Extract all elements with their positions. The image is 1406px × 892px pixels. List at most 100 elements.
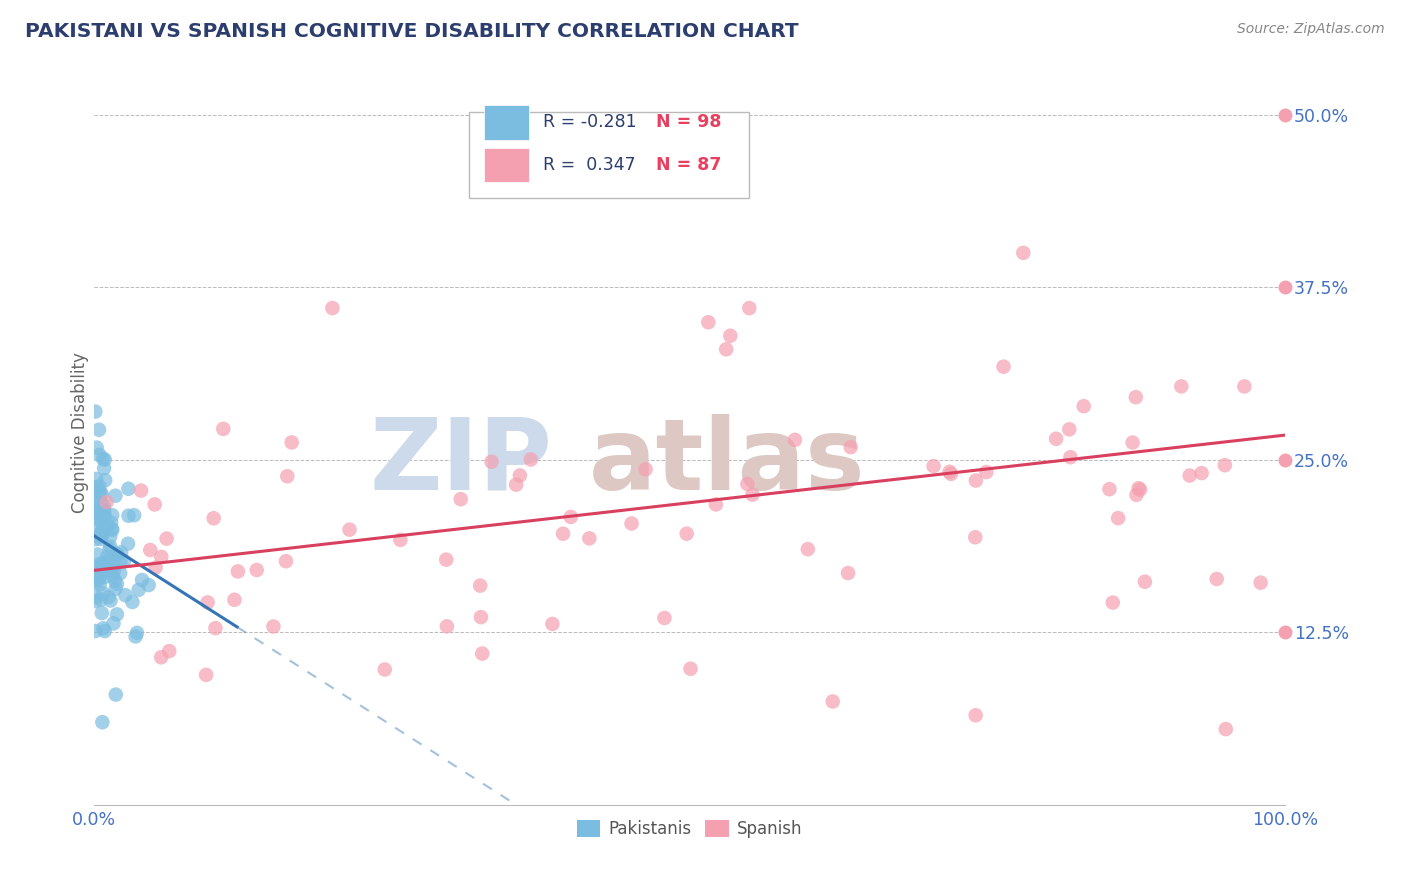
Point — [121, 595, 143, 609]
Point — [117, 482, 139, 496]
Point — [89, 485, 111, 500]
Point — [821, 694, 844, 708]
Point — [675, 526, 697, 541]
Point — [84, 472, 107, 486]
Point — [89, 577, 111, 591]
Point — [105, 577, 128, 591]
Point — [129, 483, 152, 498]
Point — [100, 540, 122, 554]
Point — [124, 630, 146, 644]
Point — [93, 508, 115, 522]
Point — [797, 542, 820, 557]
Text: N = 87: N = 87 — [657, 156, 721, 174]
Text: N = 98: N = 98 — [657, 113, 721, 131]
Point — [91, 511, 114, 525]
Point — [84, 523, 107, 537]
Point — [93, 502, 115, 516]
Point — [783, 433, 806, 447]
Point — [87, 423, 110, 437]
Point — [91, 557, 114, 571]
Point — [138, 578, 160, 592]
Point — [86, 560, 108, 574]
Point — [1045, 432, 1067, 446]
Point — [374, 663, 396, 677]
Point — [98, 542, 121, 557]
Point — [90, 532, 112, 546]
Point — [101, 508, 124, 523]
Point — [96, 550, 118, 565]
Point — [965, 530, 987, 544]
Point — [112, 554, 135, 568]
Point — [91, 511, 114, 525]
Point — [470, 579, 492, 593]
Point — [436, 619, 458, 633]
Point — [90, 495, 112, 509]
Point — [837, 566, 859, 580]
Point — [197, 595, 219, 609]
Point — [104, 574, 127, 588]
Point — [1133, 574, 1156, 589]
Point — [965, 474, 987, 488]
Point — [654, 611, 676, 625]
Point — [1205, 572, 1227, 586]
Point — [1233, 379, 1256, 393]
Point — [93, 452, 115, 467]
Point — [157, 644, 180, 658]
Point — [195, 668, 218, 682]
Text: Source: ZipAtlas.com: Source: ZipAtlas.com — [1237, 22, 1385, 37]
Point — [100, 593, 122, 607]
Point — [101, 523, 124, 537]
Point — [470, 610, 492, 624]
Point — [1059, 422, 1081, 436]
Point — [276, 469, 298, 483]
Point — [1122, 435, 1144, 450]
Point — [143, 498, 166, 512]
Point — [103, 564, 125, 578]
Point — [110, 545, 132, 559]
Point — [1012, 245, 1035, 260]
Point — [101, 569, 124, 583]
Point — [87, 571, 110, 585]
Point — [679, 662, 702, 676]
Point — [202, 511, 225, 525]
Point — [93, 461, 115, 475]
Point — [1125, 488, 1147, 502]
Text: atlas: atlas — [589, 414, 865, 510]
Point — [280, 435, 302, 450]
Point — [104, 489, 127, 503]
Point — [91, 715, 114, 730]
Point — [976, 465, 998, 479]
Point — [125, 625, 148, 640]
Point — [226, 565, 249, 579]
Point — [84, 404, 107, 418]
Text: R = -0.281: R = -0.281 — [543, 113, 637, 131]
Point — [922, 459, 945, 474]
Text: PAKISTANI VS SPANISH COGNITIVE DISABILITY CORRELATION CHART: PAKISTANI VS SPANISH COGNITIVE DISABILIT… — [25, 22, 799, 41]
Point — [84, 497, 107, 511]
Point — [89, 557, 111, 571]
Point — [434, 552, 457, 566]
Point — [84, 511, 107, 525]
Legend: Pakistanis, Spanish: Pakistanis, Spanish — [571, 814, 808, 845]
Point — [84, 574, 107, 589]
Point — [96, 518, 118, 533]
Point — [104, 582, 127, 596]
Point — [939, 467, 962, 481]
Point — [93, 508, 115, 522]
Point — [150, 650, 173, 665]
Point — [117, 508, 139, 523]
Point — [89, 448, 111, 462]
Point — [103, 558, 125, 573]
Point — [1215, 722, 1237, 736]
Point — [100, 516, 122, 530]
Point — [145, 560, 167, 574]
Point — [90, 592, 112, 607]
Point — [741, 487, 763, 501]
Point — [204, 621, 226, 635]
Point — [139, 543, 162, 558]
FancyBboxPatch shape — [470, 112, 749, 197]
Point — [91, 451, 114, 466]
Point — [718, 328, 741, 343]
Point — [84, 533, 107, 547]
Point — [321, 301, 343, 315]
